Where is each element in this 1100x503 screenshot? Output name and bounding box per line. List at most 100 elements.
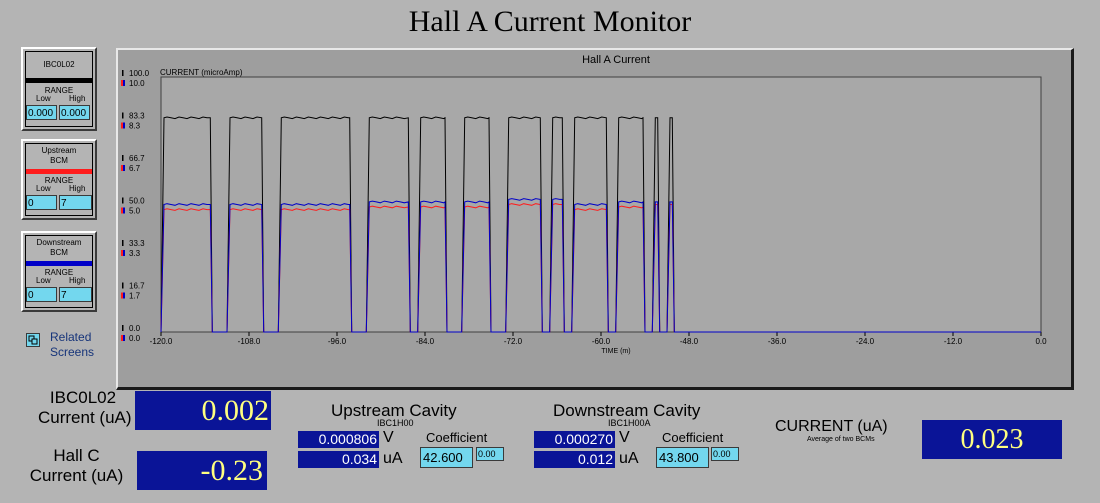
- high-label: High: [69, 94, 86, 103]
- x-tick-label: -36.0: [768, 337, 787, 346]
- x-tick-label: -84.0: [416, 337, 435, 346]
- low-label: Low: [36, 94, 51, 103]
- downstream-current-unit: uA: [619, 450, 639, 467]
- y-tick-marker-red: [121, 122, 123, 129]
- y-tick-label-black: 33.3: [129, 239, 145, 248]
- y-tick-marker-red: [121, 335, 123, 341]
- average-current-sublabel: Average of two BCMs: [807, 436, 875, 443]
- legend-name-line2: BCM: [50, 156, 68, 165]
- downstream-coefficient-input[interactable]: 43.800: [656, 447, 709, 468]
- related-label-line1: Related: [50, 330, 92, 344]
- upstream-current-unit: uA: [383, 450, 403, 467]
- x-tick-label: -72.0: [504, 337, 523, 346]
- upstream-cavity-title: Upstream Cavity: [331, 401, 457, 420]
- y-tick-marker-black: [122, 112, 124, 119]
- downstream-offset-input[interactable]: 0.00: [711, 447, 739, 461]
- y-tick-marker-blue: [123, 207, 125, 214]
- range-high-input[interactable]: 7: [59, 195, 92, 210]
- y-tick-label-colored: 6.7: [129, 164, 141, 173]
- y-tick-label-colored: 0.0: [129, 334, 141, 343]
- y-tick-marker-blue: [123, 335, 125, 341]
- series-line: [160, 116, 1041, 333]
- upstream-coefficient-input[interactable]: 42.600: [420, 447, 473, 468]
- range-low-input[interactable]: 0.000: [26, 105, 57, 120]
- upstream-current-value: 0.034: [298, 451, 379, 468]
- x-axis-label: TIME (m): [601, 348, 630, 355]
- y-tick-label-colored: 10.0: [129, 79, 145, 88]
- upstream-coefficient-label: Coefficient: [426, 430, 488, 445]
- y-tick-marker-red: [121, 250, 123, 256]
- x-tick-label: -120.0: [150, 337, 173, 346]
- legend-name-line2: BCM: [50, 248, 68, 257]
- y-tick-marker-blue: [123, 165, 125, 171]
- x-tick-label: -108.0: [238, 337, 261, 346]
- window-stack-icon: [28, 335, 38, 345]
- range-label: RANGE: [44, 176, 74, 185]
- downstream-voltage-value: 0.000270: [534, 431, 615, 448]
- hallc-label-line1: Hall C: [53, 446, 100, 465]
- y-tick-label-black: 83.3: [129, 112, 145, 121]
- x-tick-label: 0.0: [1035, 337, 1047, 346]
- legend-ibc0l02: IBC0L02 RANGE Low High 0.000 0.000: [21, 47, 97, 131]
- y-tick-label-black: 50.0: [129, 197, 145, 206]
- x-tick-label: -12.0: [944, 337, 963, 346]
- x-tick-label: -24.0: [856, 337, 875, 346]
- downstream-cavity-title: Downstream Cavity: [553, 401, 701, 420]
- series-line: [160, 203, 1041, 333]
- high-label: High: [69, 276, 86, 285]
- y-tick-label-colored: 5.0: [129, 207, 141, 216]
- y-tick-marker-red: [121, 80, 123, 86]
- legend-name-line1: Upstream: [41, 146, 77, 155]
- y-tick-marker-black: [122, 197, 124, 204]
- legend-downstream-bcm: Downstream BCM RANGE Low High 0 7: [21, 231, 97, 312]
- y-tick-marker-blue: [123, 80, 125, 86]
- range-label: RANGE: [44, 268, 74, 277]
- range-high-input[interactable]: 0.000: [59, 105, 90, 120]
- upstream-pv-name: IBC1H00: [377, 418, 414, 428]
- legend-swatch-black: [26, 78, 92, 83]
- hallc-label: Hall C Current (uA): [26, 446, 127, 486]
- low-label: Low: [36, 276, 51, 285]
- legend-upstream-bcm: Upstream BCM RANGE Low High 0 7: [21, 139, 97, 220]
- y-tick-label-colored: 8.3: [129, 122, 141, 131]
- ibc-current-value: 0.002: [135, 391, 271, 430]
- hallc-label-line2: Current (uA): [29, 466, 124, 485]
- y-tick-marker-blue: [123, 250, 125, 256]
- downstream-coefficient-label: Coefficient: [662, 430, 724, 445]
- y-tick-label-colored: 3.3: [129, 249, 141, 258]
- y-tick-marker-black: [122, 282, 124, 289]
- y-tick-marker-red: [121, 292, 123, 299]
- related-screens-label[interactable]: Related Screens: [50, 330, 94, 360]
- y-tick-marker-blue: [123, 292, 125, 299]
- x-tick-label: -48.0: [680, 337, 699, 346]
- downstream-current-value: 0.012: [534, 451, 615, 468]
- x-tick-label: -60.0: [592, 337, 611, 346]
- y-tick-label-black: 0.0: [129, 324, 141, 333]
- x-tick-label: -96.0: [328, 337, 347, 346]
- y-tick-label-black: 16.7: [129, 282, 145, 291]
- upstream-offset-input[interactable]: 0.00: [476, 447, 504, 461]
- ibc-label-line1: IBC0L02: [49, 388, 117, 407]
- range-low-input[interactable]: 0: [26, 287, 57, 302]
- y-tick-marker-red: [121, 165, 123, 171]
- range-high-input[interactable]: 7: [59, 287, 92, 302]
- y-tick-marker-red: [121, 207, 123, 214]
- legend-name: IBC0L02: [43, 60, 75, 69]
- y-tick-marker-blue: [123, 122, 125, 129]
- related-label-line2: Screens: [50, 345, 95, 359]
- y-tick-label-colored: 1.7: [129, 292, 141, 301]
- low-label: Low: [36, 184, 51, 193]
- legend-swatch-red: [26, 169, 92, 174]
- related-screens-button[interactable]: [26, 333, 40, 347]
- chart-title: Hall A Current: [582, 54, 650, 66]
- y-tick-label-black: 66.7: [129, 154, 145, 163]
- ibc-label-line2: Current (uA): [38, 408, 132, 427]
- series-line: [160, 198, 1041, 333]
- y-tick-marker-black: [122, 155, 124, 161]
- hall-a-current-chart: Hall A Current CURRENT (microAmp) 100.010.…: [121, 54, 1047, 355]
- range-low-input[interactable]: 0: [26, 195, 57, 210]
- legend-swatch-blue: [26, 261, 92, 266]
- upstream-voltage-value: 0.000806: [298, 431, 379, 448]
- average-current-value: 0.023: [922, 420, 1062, 459]
- high-label: High: [69, 184, 86, 193]
